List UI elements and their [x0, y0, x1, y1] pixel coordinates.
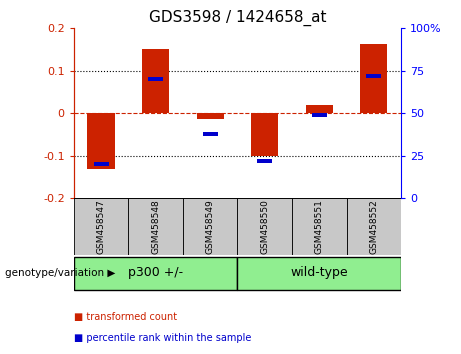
Bar — [88, 113, 115, 169]
Text: ■ transformed count: ■ transformed count — [74, 312, 177, 322]
Bar — [142, 49, 169, 113]
Bar — [183, 198, 237, 255]
Text: GSM458548: GSM458548 — [151, 199, 160, 254]
Bar — [237, 198, 292, 255]
Bar — [257, 159, 272, 163]
Text: GSM458549: GSM458549 — [206, 199, 215, 254]
Bar — [292, 198, 347, 255]
Bar — [347, 198, 401, 255]
Bar — [74, 257, 237, 290]
Bar — [148, 77, 163, 81]
Bar — [74, 198, 128, 255]
Bar — [237, 257, 401, 290]
Text: genotype/variation ▶: genotype/variation ▶ — [5, 268, 115, 279]
Title: GDS3598 / 1424658_at: GDS3598 / 1424658_at — [148, 9, 326, 25]
Text: wild-type: wild-type — [290, 266, 348, 279]
Bar — [312, 113, 327, 117]
Bar — [203, 132, 218, 136]
Text: ■ percentile rank within the sample: ■ percentile rank within the sample — [74, 333, 251, 343]
Bar — [128, 198, 183, 255]
Bar — [306, 105, 333, 113]
Text: GSM458547: GSM458547 — [96, 199, 106, 254]
Bar — [360, 45, 387, 113]
Text: p300 +/-: p300 +/- — [128, 266, 183, 279]
Bar — [196, 113, 224, 119]
Bar — [251, 113, 278, 156]
Bar — [94, 162, 108, 166]
Bar — [366, 74, 381, 78]
Text: GSM458551: GSM458551 — [315, 199, 324, 254]
Text: GSM458550: GSM458550 — [260, 199, 269, 254]
Text: GSM458552: GSM458552 — [369, 199, 378, 254]
